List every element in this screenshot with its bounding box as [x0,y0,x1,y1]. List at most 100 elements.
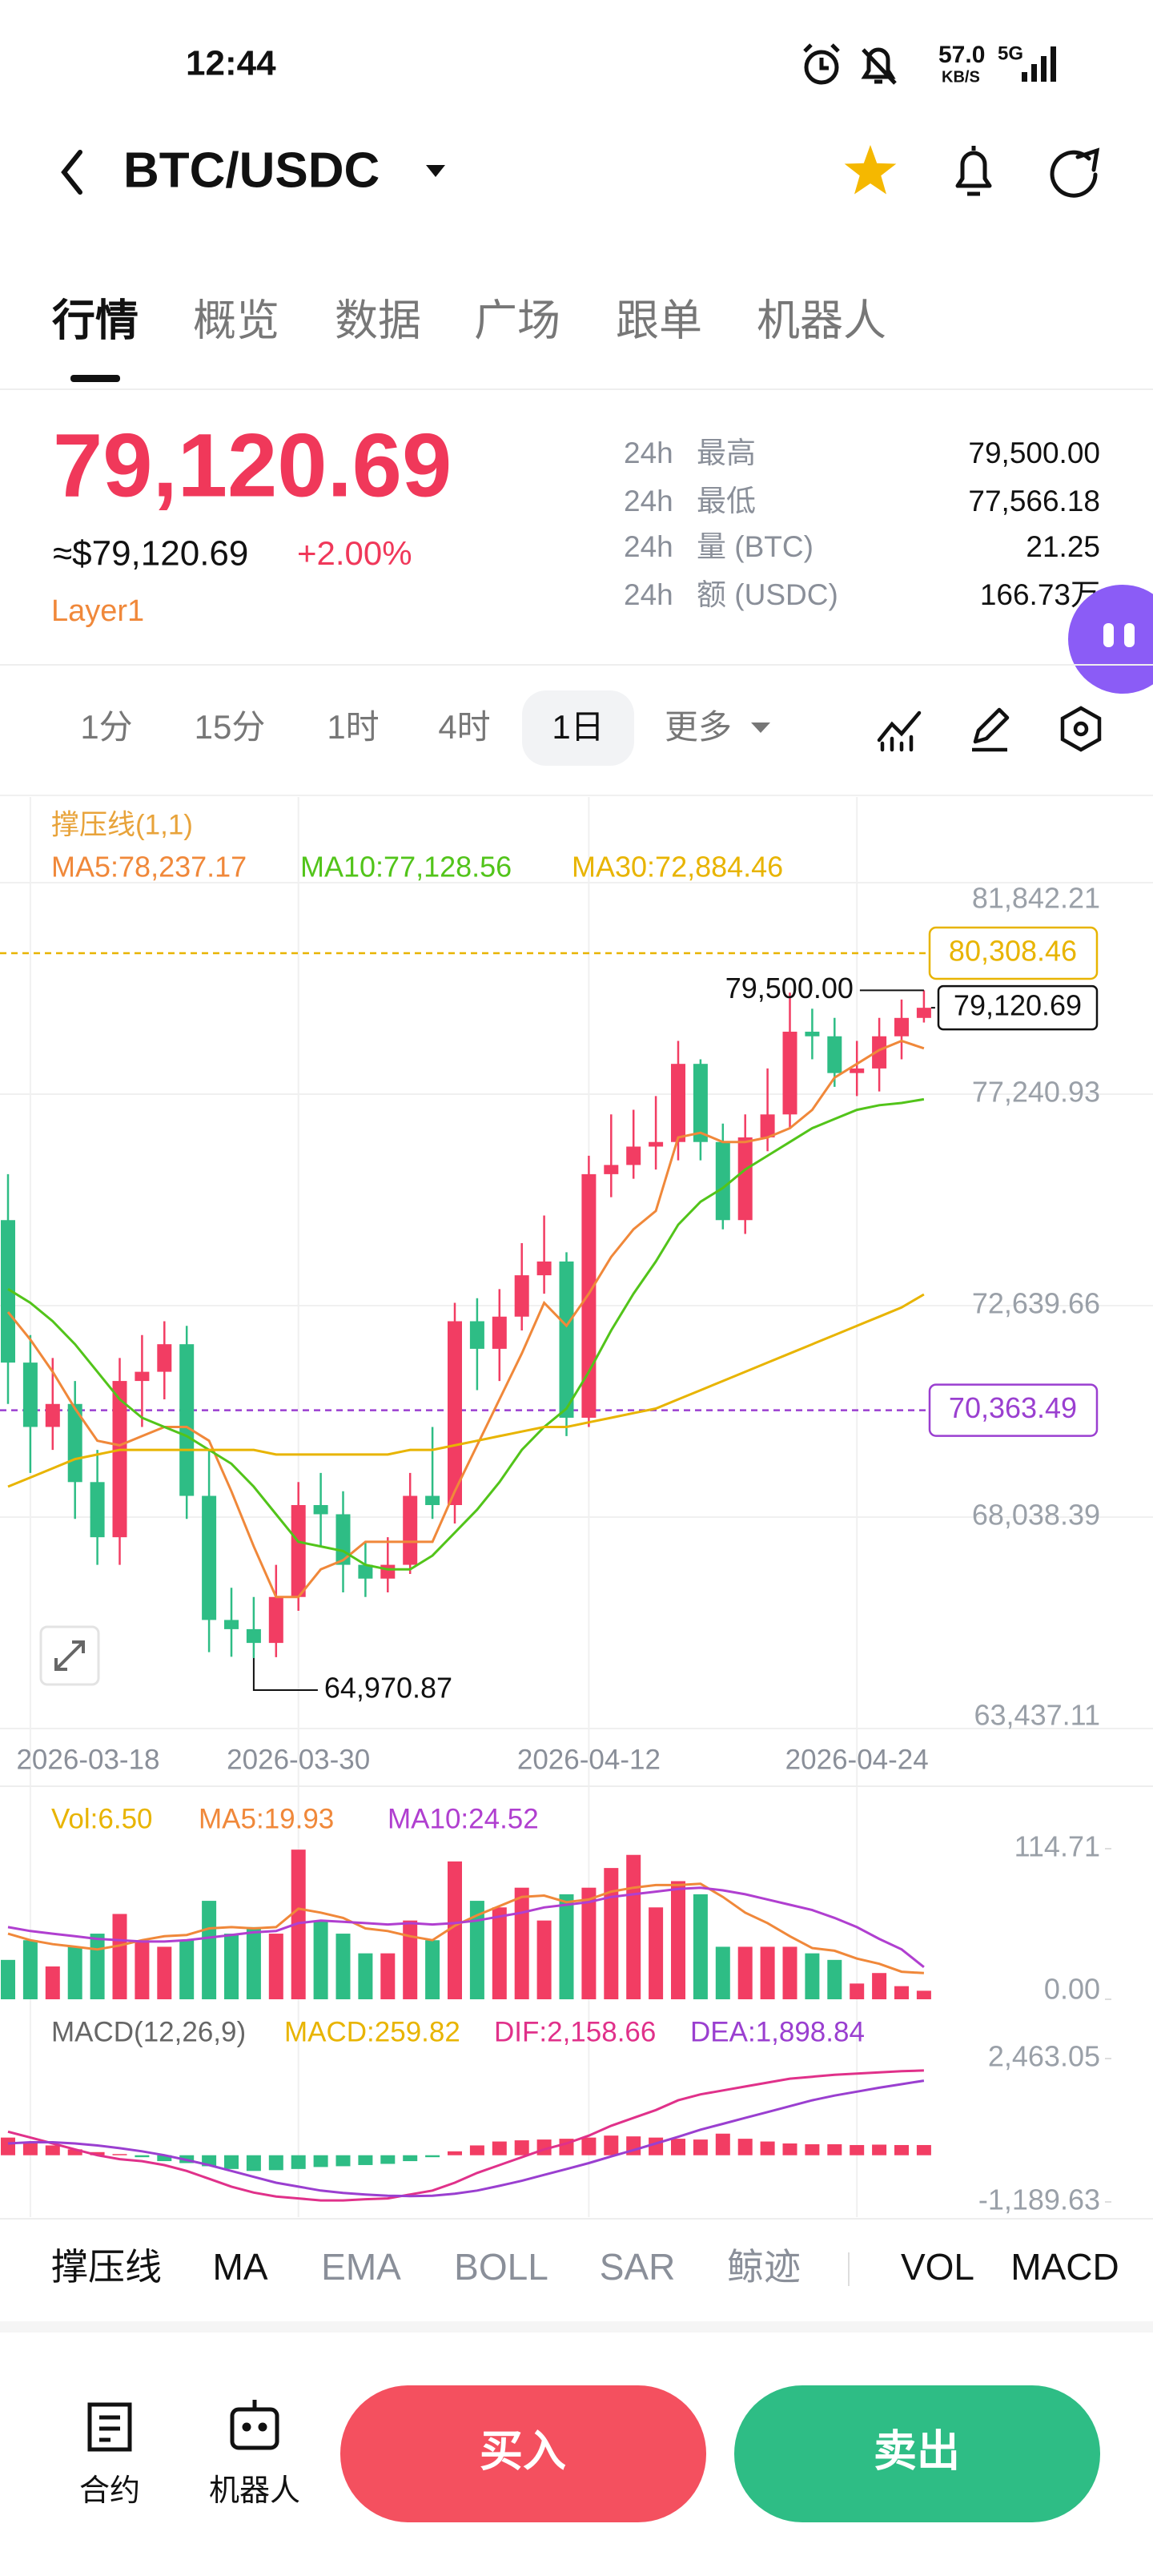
legend-entry: MA10:77,128.56 [300,851,512,883]
interval[interactable]: 1时 [327,708,379,746]
macd-bar [760,2141,775,2155]
volume-bar [45,1966,60,1999]
legend-entry: MA5:78,237.17 [51,851,247,883]
macd-bar [805,2143,820,2155]
volume-bar [268,1934,283,1999]
tab[interactable]: 概览 [193,296,279,344]
favorite-star[interactable] [844,145,897,195]
tab[interactable]: 行情 [52,296,139,344]
interval[interactable]: 更多 [665,708,732,746]
volume-bar [559,1894,574,1999]
draw-tool-icon[interactable] [972,707,1010,752]
macd-bar [45,2145,60,2155]
macd-bar [224,2155,239,2169]
chart-type-icon[interactable] [877,710,922,752]
indicator-tab[interactable]: SAR [600,2246,676,2288]
nav-label[interactable]: 机器人 [209,2474,300,2508]
settings-icon[interactable] [1060,706,1102,752]
last-price-tag [937,984,1099,1031]
back-button[interactable] [61,150,82,195]
indicator-tab[interactable]: 撑压线 [51,2246,162,2288]
macd-bar [581,2137,597,2155]
pair-dropdown[interactable] [426,165,445,177]
volume-bar [358,1953,373,1999]
stat-period: 24h [624,578,673,611]
volume-bar [135,1940,150,1999]
macd-bar [649,2137,664,2155]
x-tick-label: 2026-04-12 [517,1744,661,1775]
candle-body [313,1504,328,1515]
alert-bell[interactable] [955,146,992,196]
contract-icon[interactable] [87,2402,132,2452]
tab[interactable]: 广场 [474,296,560,344]
candle-body [916,1008,931,1018]
usd-price: ≈$79,120.69 [53,534,248,574]
nav-label[interactable]: 合约 [79,2474,140,2508]
candle-body [135,1371,150,1382]
interval[interactable]: 1日 [552,708,604,746]
volume-bar [760,1946,775,1999]
candle-body [380,1564,396,1579]
ma-line [7,1293,925,1488]
candle-body [805,1032,820,1036]
more-caret[interactable] [751,722,770,733]
indicator-tab[interactable]: MACD [1010,2246,1119,2288]
interval[interactable]: 1分 [80,708,132,746]
ma-line [7,1097,925,1571]
macd-bar [737,2139,753,2155]
chart-title: 撑压线(1,1) [51,809,193,840]
candle-body [448,1321,462,1505]
interval[interactable]: 15分 [195,708,266,746]
fullscreen-button[interactable] [39,1625,100,1686]
mute-icon [861,47,897,85]
sell-button[interactable] [734,2385,1100,2522]
tab[interactable]: 机器人 [757,296,886,344]
sell-label[interactable]: 卖出 [874,2427,960,2475]
indicator-tab[interactable]: MA [213,2246,268,2288]
stat-label: 最高 [697,437,756,469]
assistant-bubble[interactable] [1068,585,1153,694]
macd-bar [403,2155,418,2162]
tab[interactable]: 数据 [335,296,421,344]
sector-tag[interactable]: Layer1 [51,594,144,628]
price-change: +2.00% [297,534,412,572]
volume-ma-line [7,1886,925,1968]
tab[interactable]: 跟单 [616,296,702,344]
last-price: 79,120.69 [53,416,452,516]
macd-bar [894,2144,909,2155]
indicator-tab[interactable]: VOL [901,2246,974,2288]
y-tick-label: -1,189.63 [978,2184,1100,2216]
volume-bar [112,1914,127,1999]
indicator-tab[interactable]: EMA [321,2246,401,2288]
indicator-tab[interactable]: 鲸迹 [727,2246,801,2288]
low-marker [252,1658,318,1691]
candle-body [671,1064,685,1142]
macd-bar [425,2155,440,2158]
level-tag [928,926,1099,980]
candle-body [157,1344,172,1372]
buy-label[interactable]: 买入 [480,2427,566,2475]
candle-body [22,1362,38,1427]
robot-icon[interactable] [230,2400,279,2450]
interval-bar: 1分 15分 1时 4时 1日 更多 [80,708,732,746]
indicator-tab[interactable]: BOLL [454,2246,548,2288]
indicator-bar: 撑压线 MA EMA BOLL SAR 鲸迹 VOL MACD [51,2246,1119,2288]
macd-bar [514,2140,529,2155]
candle-body [604,1165,619,1174]
legend-entry: DEA:1,898.84 [690,2016,865,2047]
stat-value: 21.25 [1026,530,1100,563]
pair-title[interactable]: BTC/USDC [123,143,380,198]
volume-bar [581,1887,597,1999]
candle-body [894,1017,909,1036]
share-button[interactable] [1050,147,1100,198]
volume-bar [335,1934,351,1999]
buy-button[interactable] [340,2385,706,2522]
y-tick-label: 72,639.66 [972,1287,1100,1320]
macd-bar [313,2155,328,2167]
y-tick-label: 68,038.39 [972,1499,1100,1532]
macd-bar [872,2144,887,2155]
interval[interactable]: 4时 [438,708,490,746]
stat-label: 量 (BTC) [697,530,814,563]
macd-bar [358,2155,373,2165]
